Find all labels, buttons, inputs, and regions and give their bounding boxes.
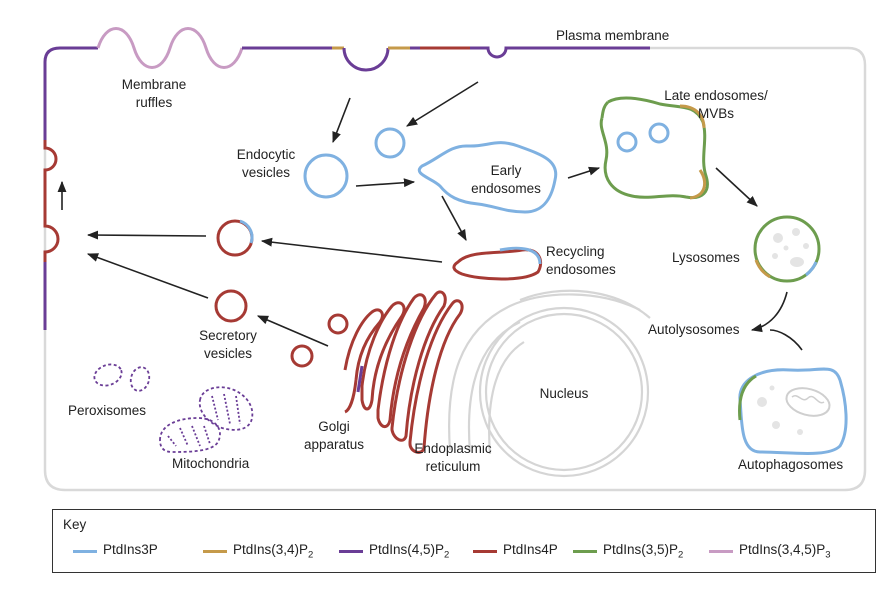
nucleus-label: Nucleus xyxy=(539,386,589,401)
golgi-label-1: Golgi xyxy=(318,419,350,434)
er-label-2: reticulum xyxy=(425,459,481,474)
key-swatch-ptdins345p3 xyxy=(709,550,733,553)
late-endosomes-label-1: Late endosomes/ xyxy=(664,88,768,103)
pathway-arrows xyxy=(57,81,758,347)
recycling-vesicle xyxy=(216,219,254,257)
key-label-ptdins3p: PtdIns3P xyxy=(103,542,158,557)
autolysosome-curve-top xyxy=(750,291,788,333)
key-swatch-ptdins35p2 xyxy=(573,550,597,553)
lysosomes-label: Lysosomes xyxy=(672,250,740,265)
key-swatch-ptdins4p xyxy=(473,550,497,553)
endocytic-vesicles-label-1: Endocytic xyxy=(236,147,296,162)
endocytic-vesicle-small xyxy=(374,127,406,159)
plasma-membrane xyxy=(43,27,650,330)
key-label-ptdins34p2: PtdIns(3,4)P xyxy=(233,542,309,557)
early-endosomes-label-2: endosomes xyxy=(471,181,541,196)
lysosome xyxy=(753,215,821,283)
golgi-label-2: apparatus xyxy=(303,437,365,452)
cell-outline xyxy=(43,46,867,492)
autophagosomes-label: Autophagosomes xyxy=(738,457,844,472)
recycling-endosomes-label-2: endosomes xyxy=(546,262,616,277)
recycling-endosome xyxy=(452,246,543,281)
late-endosome xyxy=(599,96,709,200)
key-swatch-ptdins45p2 xyxy=(339,550,363,553)
membrane-ruffles-label-1: Membrane xyxy=(121,77,187,92)
early-endosome xyxy=(417,141,558,214)
key-label-ptdins4p: PtdIns4P xyxy=(503,542,558,557)
endocytic-vesicles-label-2: vesicles xyxy=(241,165,290,180)
nucleus-er xyxy=(448,289,651,478)
secretory-vesicles-label-2: vesicles xyxy=(203,346,252,361)
peroxisomes xyxy=(93,363,151,392)
key-label-ptdins45p2: PtdIns(4,5)P xyxy=(369,542,445,557)
secretory-vesicles-label-1: Secretory xyxy=(199,328,257,343)
secretory-vesicles xyxy=(214,289,349,368)
late-endosomes-label-2: MVBs xyxy=(697,106,734,121)
key-swatch-ptdins3p xyxy=(73,550,97,553)
membrane-ruffles-label-2: ruffles xyxy=(135,95,173,110)
early-endosomes-label-1: Early xyxy=(490,163,522,178)
key-swatch-ptdins34p2 xyxy=(203,550,227,553)
key-label-ptdins345p3: PtdIns(3,4,5)P xyxy=(739,542,826,557)
key-title: Key xyxy=(63,517,87,532)
mitochondria-label: Mitochondria xyxy=(172,456,250,471)
mitochondria xyxy=(159,386,254,453)
autolysosome-curve-bottom xyxy=(769,329,803,351)
autolysosomes-label: Autolysosomes xyxy=(648,322,740,337)
plasma-membrane-label: Plasma membrane xyxy=(556,28,670,43)
golgi-apparatus xyxy=(343,290,464,454)
peroxisomes-label: Peroxisomes xyxy=(68,403,147,418)
autophagosome xyxy=(738,367,848,455)
key-legend: Key PtdIns3P PtdIns(3,4)P2 PtdIns(4,5)P2… xyxy=(52,509,876,573)
recycling-endosomes-label-1: Recycling xyxy=(546,244,605,259)
key-label-ptdins35p2: PtdIns(3,5)P xyxy=(603,542,679,557)
endocytic-vesicle-large xyxy=(303,153,349,199)
er-label-1: Endoplasmic xyxy=(414,441,492,456)
